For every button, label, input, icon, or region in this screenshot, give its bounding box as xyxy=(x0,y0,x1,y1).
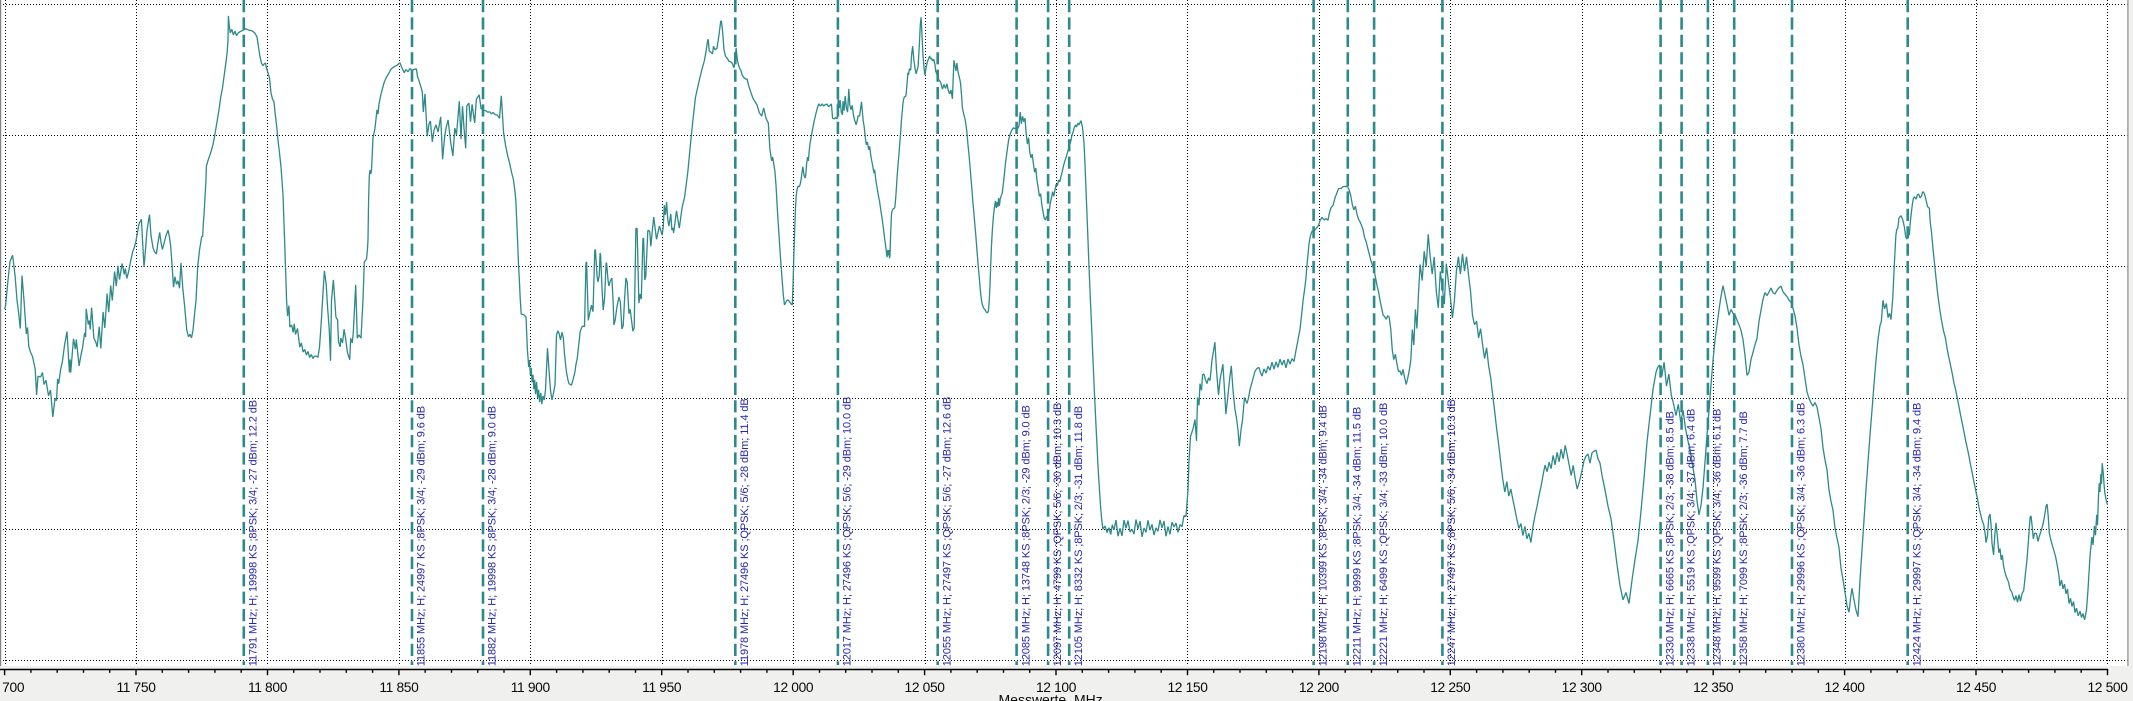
svg-text:11855 MHz; H; 24997 KS ;8PSK;: 11855 MHz; H; 24997 KS ;8PSK; 3/4; -29 d… xyxy=(416,406,428,666)
svg-text:12358 MHz; H; 7099 KS ;8PSK; 2: 12358 MHz; H; 7099 KS ;8PSK; 2/3; -36 dB… xyxy=(1738,411,1750,666)
svg-text:11 800: 11 800 xyxy=(248,680,288,695)
svg-text:11 950: 11 950 xyxy=(642,680,682,695)
svg-text:11 900: 11 900 xyxy=(511,680,551,695)
svg-text:12 300: 12 300 xyxy=(1562,680,1603,695)
svg-text:12 250: 12 250 xyxy=(1430,680,1471,695)
svg-text:12247 MHz; H; 27497 KS ;8PSK;: 12247 MHz; H; 27497 KS ;8PSK; 5/6; -34 d… xyxy=(1446,399,1458,666)
svg-text:11791 MHz; H; 19998 KS ;8PSK;: 11791 MHz; H; 19998 KS ;8PSK; 3/4; -27 d… xyxy=(248,400,260,666)
svg-text:12 100: 12 100 xyxy=(1036,680,1077,695)
svg-text:12 350: 12 350 xyxy=(1693,680,1734,695)
svg-text:12105 MHz; H; 8332 KS ;8PSK; 2: 12105 MHz; H; 8332 KS ;8PSK; 2/3; -31 dB… xyxy=(1073,406,1085,666)
svg-text:11 750: 11 750 xyxy=(116,680,156,695)
svg-text:11 700: 11 700 xyxy=(0,680,25,695)
svg-text:12 200: 12 200 xyxy=(1299,680,1340,695)
svg-text:12017 MHz; H; 27496 KS ;QPSK;: 12017 MHz; H; 27496 KS ;QPSK; 5/6; -29 d… xyxy=(842,397,854,666)
svg-text:12085 MHz; H; 13748 KS ;8PSK;: 12085 MHz; H; 13748 KS ;8PSK; 2/3; -29 d… xyxy=(1020,405,1032,666)
svg-text:11 850: 11 850 xyxy=(379,680,419,695)
svg-text:12 450: 12 450 xyxy=(1956,680,1997,695)
svg-text:12097 MHz; H; 4799 KS ;QPSK; 5: 12097 MHz; H; 4799 KS ;QPSK; 5/6; -30 dB… xyxy=(1052,403,1064,666)
svg-text:12198 MHz; H; 10399 KS ;8PSK;: 12198 MHz; H; 10399 KS ;8PSK; 3/4; -34 d… xyxy=(1317,405,1329,666)
svg-text:Messwerte, MHz: Messwerte, MHz xyxy=(999,691,1103,701)
svg-text:12330 MHz; H; 6665 KS ;8PSK; 2: 12330 MHz; H; 6665 KS ;8PSK; 2/3; -38 dB… xyxy=(1664,411,1676,666)
svg-text:12 150: 12 150 xyxy=(1167,680,1208,695)
svg-text:12338 MHz; H; 5519 KS ;QPSK; 3: 12338 MHz; H; 5519 KS ;QPSK; 3/4; -37 dB… xyxy=(1685,409,1697,666)
svg-text:12055 MHz; H; 27497 KS ;QPSK;: 12055 MHz; H; 27497 KS ;QPSK; 5/6; -27 d… xyxy=(941,397,953,666)
svg-text:12 050: 12 050 xyxy=(905,680,946,695)
svg-text:12348 MHz; H; 9599 KS ;QPSK; 3: 12348 MHz; H; 9599 KS ;QPSK; 3/4; -36 dB… xyxy=(1712,409,1724,666)
svg-text:12211 MHz; H; 9999 KS ;8PSK; 3: 12211 MHz; H; 9999 KS ;8PSK; 3/4; -34 dB… xyxy=(1352,407,1364,666)
svg-text:11882 MHz; H; 19998 KS ;8PSK;: 11882 MHz; H; 19998 KS ;8PSK; 3/4; -28 d… xyxy=(487,406,499,666)
svg-text:11978 MHz; H; 27496 KS ;QPSK;: 11978 MHz; H; 27496 KS ;QPSK; 5/6; -28 d… xyxy=(739,398,751,666)
svg-text:12 500: 12 500 xyxy=(2087,680,2128,695)
svg-text:12424 MHz; H; 29997 KS ;QPSK;: 12424 MHz; H; 29997 KS ;QPSK; 3/4; -34 d… xyxy=(1911,403,1923,666)
svg-text:12221 MHz; H; 6499 KS ;QPSK; 3: 12221 MHz; H; 6499 KS ;QPSK; 3/4; -33 dB… xyxy=(1378,403,1390,666)
svg-text:12 000: 12 000 xyxy=(773,680,814,695)
svg-text:12380 MHz; H; 29996 KS ;QPSK;: 12380 MHz; H; 29996 KS ;QPSK; 3/4; -36 d… xyxy=(1796,403,1808,666)
svg-text:12 400: 12 400 xyxy=(1825,680,1866,695)
